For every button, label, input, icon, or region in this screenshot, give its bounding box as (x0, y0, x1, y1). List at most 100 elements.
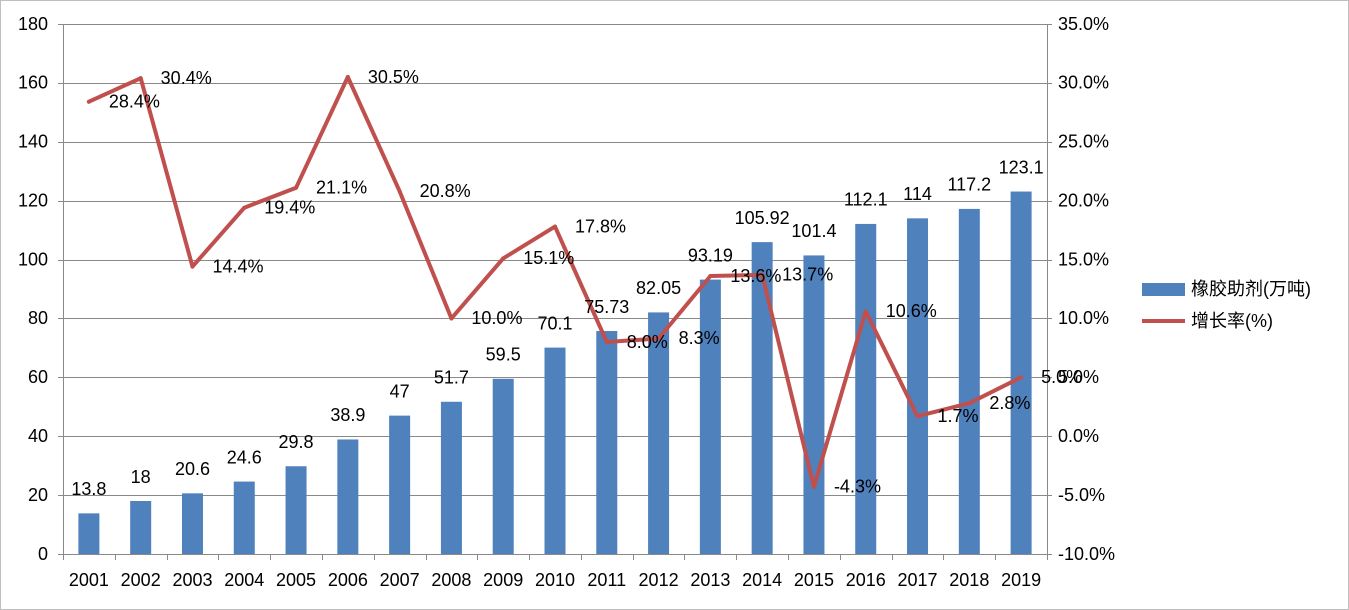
y-right-tick-label: -10.0% (1058, 544, 1115, 564)
x-tick-label: 2007 (380, 570, 420, 590)
growth-point-2001 (86, 99, 91, 104)
bar-2003 (181, 493, 203, 554)
growth-data-label: 14.4% (212, 256, 263, 276)
bar-2018 (958, 208, 980, 554)
x-tick-label: 2016 (846, 570, 886, 590)
growth-data-label: 30.5% (368, 67, 419, 87)
growth-point-2013 (708, 274, 713, 279)
bar-data-label: 114 (903, 184, 932, 204)
growth-point-2012 (656, 336, 661, 341)
y-right-tick-label: 15.0% (1058, 249, 1109, 269)
bar-series (78, 191, 1032, 555)
growth-data-label: 28.4% (109, 91, 160, 111)
legend-label-bar: 橡胶助剂(万吨) (1191, 279, 1311, 299)
bar-2005 (285, 466, 307, 554)
x-tick-label: 2012 (639, 570, 679, 590)
x-tick-label: 2015 (794, 570, 834, 590)
bar-2004 (233, 481, 255, 554)
growth-point-2016 (863, 309, 868, 314)
y-right-tick-label: 20.0% (1058, 190, 1109, 210)
gridlines (63, 24, 1047, 496)
x-tick-label: 2011 (587, 570, 626, 590)
growth-point-2014 (760, 272, 765, 277)
legend-swatch-bar (1142, 283, 1185, 296)
bar-data-label: 123.1 (999, 157, 1044, 177)
tick-labels: 0 20 40 60 80 100 120 140 160 180 -10.0% -5.0% 0.0% 5… (18, 14, 1115, 590)
growth-data-label: 20.8% (420, 181, 471, 201)
bar-2014 (751, 242, 773, 554)
x-tick-label: 2008 (431, 570, 471, 590)
y-right-tick-label: 0.0% (1058, 426, 1099, 446)
x-tick-label: 2001 (69, 570, 109, 590)
y-left-tick-label: 20 (28, 485, 48, 505)
legend-item-bar: 橡胶助剂(万吨) (1142, 279, 1311, 299)
growth-point-2005 (294, 185, 299, 190)
legend-item-line: 增长率(%) (1142, 311, 1273, 331)
bar-2011 (596, 331, 618, 554)
bar-data-label: 75.73 (584, 297, 629, 317)
y-left-tick-label: 120 (18, 190, 48, 210)
bar-2001 (78, 513, 100, 554)
bar-data-label: 47 (390, 381, 410, 401)
y-right-tick-label: 25.0% (1058, 132, 1109, 152)
x-tick-label: 2014 (742, 570, 782, 590)
x-tick-label: 2019 (1001, 570, 1041, 590)
x-tick-label: 2018 (949, 570, 989, 590)
y-left-tick-label: 180 (18, 14, 48, 34)
y-left-tick-label: 140 (18, 132, 48, 152)
bar-data-label: 18 (131, 467, 151, 487)
y-right-tick-label: 30.0% (1058, 73, 1109, 93)
x-tick-label: 2013 (690, 570, 730, 590)
growth-point-2018 (967, 401, 972, 406)
y-left-tick-label: 60 (28, 367, 48, 387)
bar-data-label: 82.05 (636, 278, 681, 298)
bar-data-label: 51.7 (434, 368, 469, 388)
bar-data-label: 93.19 (688, 245, 733, 265)
growth-data-label: 19.4% (264, 197, 315, 217)
bar-2007 (389, 415, 411, 554)
bar-data-label: 24.6 (227, 447, 262, 467)
data-labels: 13.8 18 20.6 24.6 29.8 38.9 47 51.7 59.5 70.1 75.7… (71, 67, 1082, 499)
growth-data-label: 8.3% (679, 328, 720, 348)
bar-data-label: 70.1 (537, 313, 572, 333)
y-right-tick-label: 5.0% (1058, 367, 1099, 387)
bar-2012 (648, 312, 670, 554)
legend: 橡胶助剂(万吨) 增长率(%) (1142, 279, 1311, 331)
growth-data-label: 21.1% (316, 177, 367, 197)
growth-data-label: 30.4% (161, 68, 212, 88)
x-tick-label: 2003 (172, 570, 212, 590)
growth-line-series (86, 75, 1024, 489)
bar-data-label: 29.8 (279, 432, 314, 452)
bar-data-label: 112.1 (844, 190, 888, 210)
growth-data-label: 13.6% (730, 266, 781, 286)
growth-point-2007 (397, 189, 402, 194)
growth-data-label: 10.6% (886, 301, 937, 321)
growth-data-label: 10.0% (471, 308, 522, 328)
growth-data-label: 1.7% (938, 406, 979, 426)
growth-point-2010 (553, 224, 557, 229)
x-tick-label: 2002 (121, 570, 161, 590)
growth-data-label: 2.8% (989, 393, 1030, 413)
axes (58, 24, 1052, 560)
bar-data-label: 105.92 (735, 208, 790, 228)
bar-2013 (699, 279, 721, 554)
growth-data-label: -4.3% (834, 477, 881, 497)
bar-2008 (440, 401, 462, 554)
bar-2016 (855, 223, 877, 554)
y-right-tick-label: 10.0% (1058, 308, 1109, 328)
growth-point-2019 (1019, 375, 1024, 380)
legend-label-line: 增长率(%) (1191, 311, 1273, 331)
bar-2019 (1010, 191, 1032, 555)
y-right-tick-label: 35.0% (1058, 14, 1109, 34)
growth-point-2003 (190, 264, 195, 269)
bar-data-label: 117.2 (947, 175, 991, 195)
growth-data-label: 8.0% (627, 332, 668, 352)
x-tick-label: 2006 (328, 570, 368, 590)
y-right-tick-label: -5.0% (1058, 485, 1105, 505)
bar-2009 (492, 378, 514, 554)
growth-data-label: 13.7% (782, 265, 833, 285)
y-left-tick-label: 80 (28, 308, 48, 328)
bar-2015 (803, 255, 825, 554)
x-tick-label: 2017 (898, 570, 938, 590)
